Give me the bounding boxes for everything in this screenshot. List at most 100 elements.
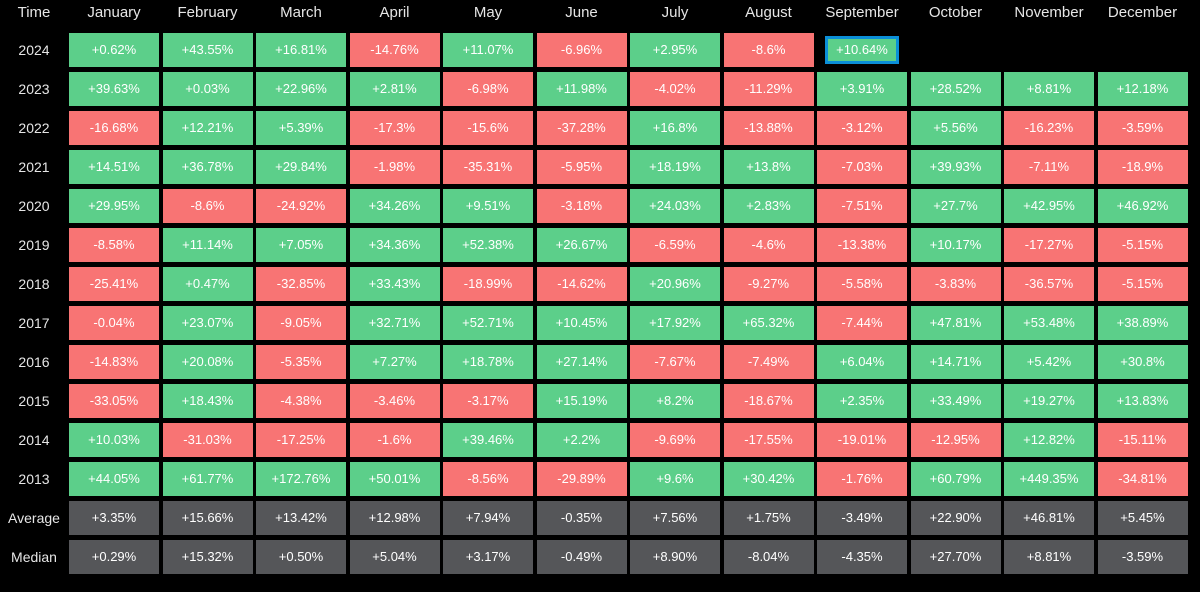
return-cell[interactable]: -7.67% xyxy=(629,344,721,380)
return-cell[interactable]: -8.6% xyxy=(161,188,254,224)
return-cell[interactable]: +36.78% xyxy=(161,149,254,185)
return-cell[interactable]: +3.35% xyxy=(68,500,160,536)
return-cell[interactable]: -1.6% xyxy=(348,422,441,458)
return-cell[interactable]: +24.03% xyxy=(629,188,721,224)
return-cell[interactable]: +2.2% xyxy=(535,422,628,458)
return-cell[interactable]: -17.27% xyxy=(1003,227,1095,263)
return-cell[interactable]: +39.63% xyxy=(68,71,160,107)
return-cell[interactable]: +0.62% xyxy=(68,32,160,68)
return-cell[interactable]: -7.03% xyxy=(816,149,908,185)
return-cell[interactable]: -3.17% xyxy=(442,383,534,419)
return-cell[interactable]: -15.11% xyxy=(1096,422,1189,458)
return-cell[interactable]: -16.23% xyxy=(1003,110,1095,146)
return-cell[interactable]: -13.88% xyxy=(722,110,815,146)
return-cell[interactable]: +30.8% xyxy=(1096,344,1189,380)
return-cell[interactable]: +46.92% xyxy=(1096,188,1189,224)
return-cell[interactable]: -9.69% xyxy=(629,422,721,458)
return-cell[interactable]: +10.17% xyxy=(909,227,1002,263)
return-cell[interactable]: -3.59% xyxy=(1096,539,1189,575)
return-cell[interactable]: +7.94% xyxy=(442,500,534,536)
return-cell[interactable]: +13.42% xyxy=(255,500,347,536)
return-cell[interactable]: -13.38% xyxy=(816,227,908,263)
return-cell[interactable]: -36.57% xyxy=(1003,266,1095,302)
return-cell[interactable]: -18.9% xyxy=(1096,149,1189,185)
return-cell[interactable]: -4.38% xyxy=(255,383,347,419)
return-cell[interactable]: +5.39% xyxy=(255,110,347,146)
return-cell[interactable]: -7.44% xyxy=(816,305,908,341)
return-cell[interactable]: +3.17% xyxy=(442,539,534,575)
return-cell[interactable]: -1.76% xyxy=(816,461,908,497)
return-cell[interactable]: -8.6% xyxy=(722,32,815,68)
return-cell[interactable]: +22.90% xyxy=(909,500,1002,536)
return-cell[interactable]: -9.05% xyxy=(255,305,347,341)
return-cell[interactable]: +2.35% xyxy=(816,383,908,419)
return-cell[interactable]: +13.8% xyxy=(722,149,815,185)
return-cell[interactable]: +53.48% xyxy=(1003,305,1095,341)
return-cell[interactable]: +172.76% xyxy=(255,461,347,497)
return-cell[interactable]: -37.28% xyxy=(535,110,628,146)
return-cell[interactable]: +2.81% xyxy=(348,71,441,107)
return-cell[interactable]: -5.35% xyxy=(255,344,347,380)
return-cell[interactable]: +26.67% xyxy=(535,227,628,263)
return-cell[interactable]: +11.14% xyxy=(161,227,254,263)
return-cell[interactable]: -0.04% xyxy=(68,305,160,341)
return-cell[interactable]: -19.01% xyxy=(816,422,908,458)
return-cell[interactable]: -5.95% xyxy=(535,149,628,185)
return-cell[interactable]: -25.41% xyxy=(68,266,160,302)
return-cell[interactable]: +2.95% xyxy=(629,32,721,68)
return-cell[interactable]: +60.79% xyxy=(909,461,1002,497)
return-cell[interactable]: -4.02% xyxy=(629,71,721,107)
return-cell[interactable]: +5.56% xyxy=(909,110,1002,146)
return-cell[interactable]: -17.25% xyxy=(255,422,347,458)
return-cell[interactable]: -6.98% xyxy=(442,71,534,107)
return-cell[interactable]: -33.05% xyxy=(68,383,160,419)
return-cell[interactable]: +16.81% xyxy=(255,32,347,68)
return-cell[interactable]: +8.2% xyxy=(629,383,721,419)
return-cell[interactable]: +0.03% xyxy=(161,71,254,107)
return-cell[interactable]: -7.11% xyxy=(1003,149,1095,185)
return-cell[interactable]: +46.81% xyxy=(1003,500,1095,536)
return-cell[interactable]: -5.58% xyxy=(816,266,908,302)
return-cell[interactable]: +18.78% xyxy=(442,344,534,380)
return-cell[interactable]: -29.89% xyxy=(535,461,628,497)
return-cell[interactable]: -7.51% xyxy=(816,188,908,224)
return-cell[interactable]: +7.56% xyxy=(629,500,721,536)
return-cell[interactable]: -14.83% xyxy=(68,344,160,380)
return-cell[interactable]: -3.12% xyxy=(816,110,908,146)
highlighted-return-cell[interactable]: +10.64% xyxy=(825,36,899,64)
return-cell[interactable]: +30.42% xyxy=(722,461,815,497)
return-cell[interactable]: +7.05% xyxy=(255,227,347,263)
return-cell[interactable]: +12.98% xyxy=(348,500,441,536)
return-cell[interactable]: -34.81% xyxy=(1096,461,1189,497)
return-cell[interactable]: -5.15% xyxy=(1096,266,1189,302)
return-cell[interactable]: -14.76% xyxy=(348,32,441,68)
return-cell[interactable]: +43.55% xyxy=(161,32,254,68)
return-cell[interactable]: +10.45% xyxy=(535,305,628,341)
return-cell[interactable]: -31.03% xyxy=(161,422,254,458)
return-cell[interactable]: -4.6% xyxy=(722,227,815,263)
return-cell[interactable]: +6.04% xyxy=(816,344,908,380)
return-cell[interactable]: +3.91% xyxy=(816,71,908,107)
return-cell[interactable]: -14.62% xyxy=(535,266,628,302)
return-cell[interactable]: -18.67% xyxy=(722,383,815,419)
return-cell[interactable]: +18.19% xyxy=(629,149,721,185)
return-cell[interactable]: -9.27% xyxy=(722,266,815,302)
return-cell[interactable]: +34.36% xyxy=(348,227,441,263)
return-cell[interactable]: +22.96% xyxy=(255,71,347,107)
return-cell[interactable]: +15.66% xyxy=(161,500,254,536)
return-cell[interactable]: +20.96% xyxy=(629,266,721,302)
return-cell[interactable]: -0.35% xyxy=(535,500,628,536)
return-cell[interactable]: +13.83% xyxy=(1096,383,1189,419)
return-cell[interactable]: -6.59% xyxy=(629,227,721,263)
return-cell[interactable]: +39.93% xyxy=(909,149,1002,185)
return-cell[interactable]: +12.18% xyxy=(1096,71,1189,107)
return-cell[interactable]: -4.35% xyxy=(816,539,908,575)
return-cell[interactable]: +8.81% xyxy=(1003,71,1095,107)
return-cell[interactable]: +27.70% xyxy=(909,539,1002,575)
return-cell[interactable]: -15.6% xyxy=(442,110,534,146)
return-cell[interactable]: +52.38% xyxy=(442,227,534,263)
return-cell[interactable]: +12.82% xyxy=(1003,422,1095,458)
return-cell[interactable]: +8.90% xyxy=(629,539,721,575)
return-cell[interactable]: +11.98% xyxy=(535,71,628,107)
return-cell[interactable]: +29.95% xyxy=(68,188,160,224)
